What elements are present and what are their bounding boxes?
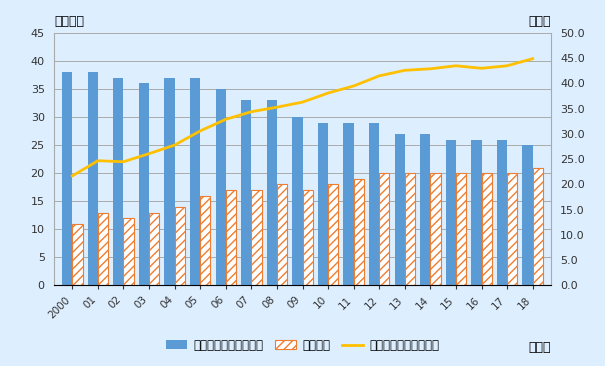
Bar	[405, 173, 415, 285]
Bar	[149, 213, 159, 285]
Bar	[394, 134, 405, 285]
Bar	[267, 100, 277, 285]
Bar	[277, 184, 287, 285]
Bar	[73, 224, 82, 285]
Bar	[302, 190, 313, 285]
Bar	[123, 218, 134, 285]
Bar	[139, 83, 149, 285]
Bar	[113, 78, 123, 285]
Bar	[328, 184, 338, 285]
Bar	[175, 207, 185, 285]
Bar	[251, 190, 261, 285]
Bar	[241, 100, 251, 285]
Text: （年）: （年）	[528, 341, 551, 354]
Bar	[215, 89, 226, 285]
Text: （％）: （％）	[528, 15, 551, 28]
Bar	[165, 78, 175, 285]
Bar	[344, 123, 354, 285]
Bar	[190, 78, 200, 285]
Bar	[379, 173, 390, 285]
Bar	[369, 123, 379, 285]
Bar	[523, 145, 532, 285]
Bar	[200, 196, 211, 285]
Legend: 国内（日本）での出願, 海外出願, 海外出願比率（右軸）: 国内（日本）での出願, 海外出願, 海外出願比率（右軸）	[162, 334, 443, 356]
Bar	[292, 117, 302, 285]
Bar	[420, 134, 430, 285]
Bar	[456, 173, 466, 285]
Bar	[354, 179, 364, 285]
Bar	[226, 190, 236, 285]
Bar	[507, 173, 517, 285]
Bar	[532, 168, 543, 285]
Bar	[62, 72, 73, 285]
Bar	[497, 139, 507, 285]
Bar	[318, 123, 328, 285]
Bar	[482, 173, 492, 285]
Bar	[446, 139, 456, 285]
Text: （万件）: （万件）	[54, 15, 85, 28]
Bar	[98, 213, 108, 285]
Bar	[430, 173, 440, 285]
Bar	[88, 72, 98, 285]
Bar	[471, 139, 482, 285]
